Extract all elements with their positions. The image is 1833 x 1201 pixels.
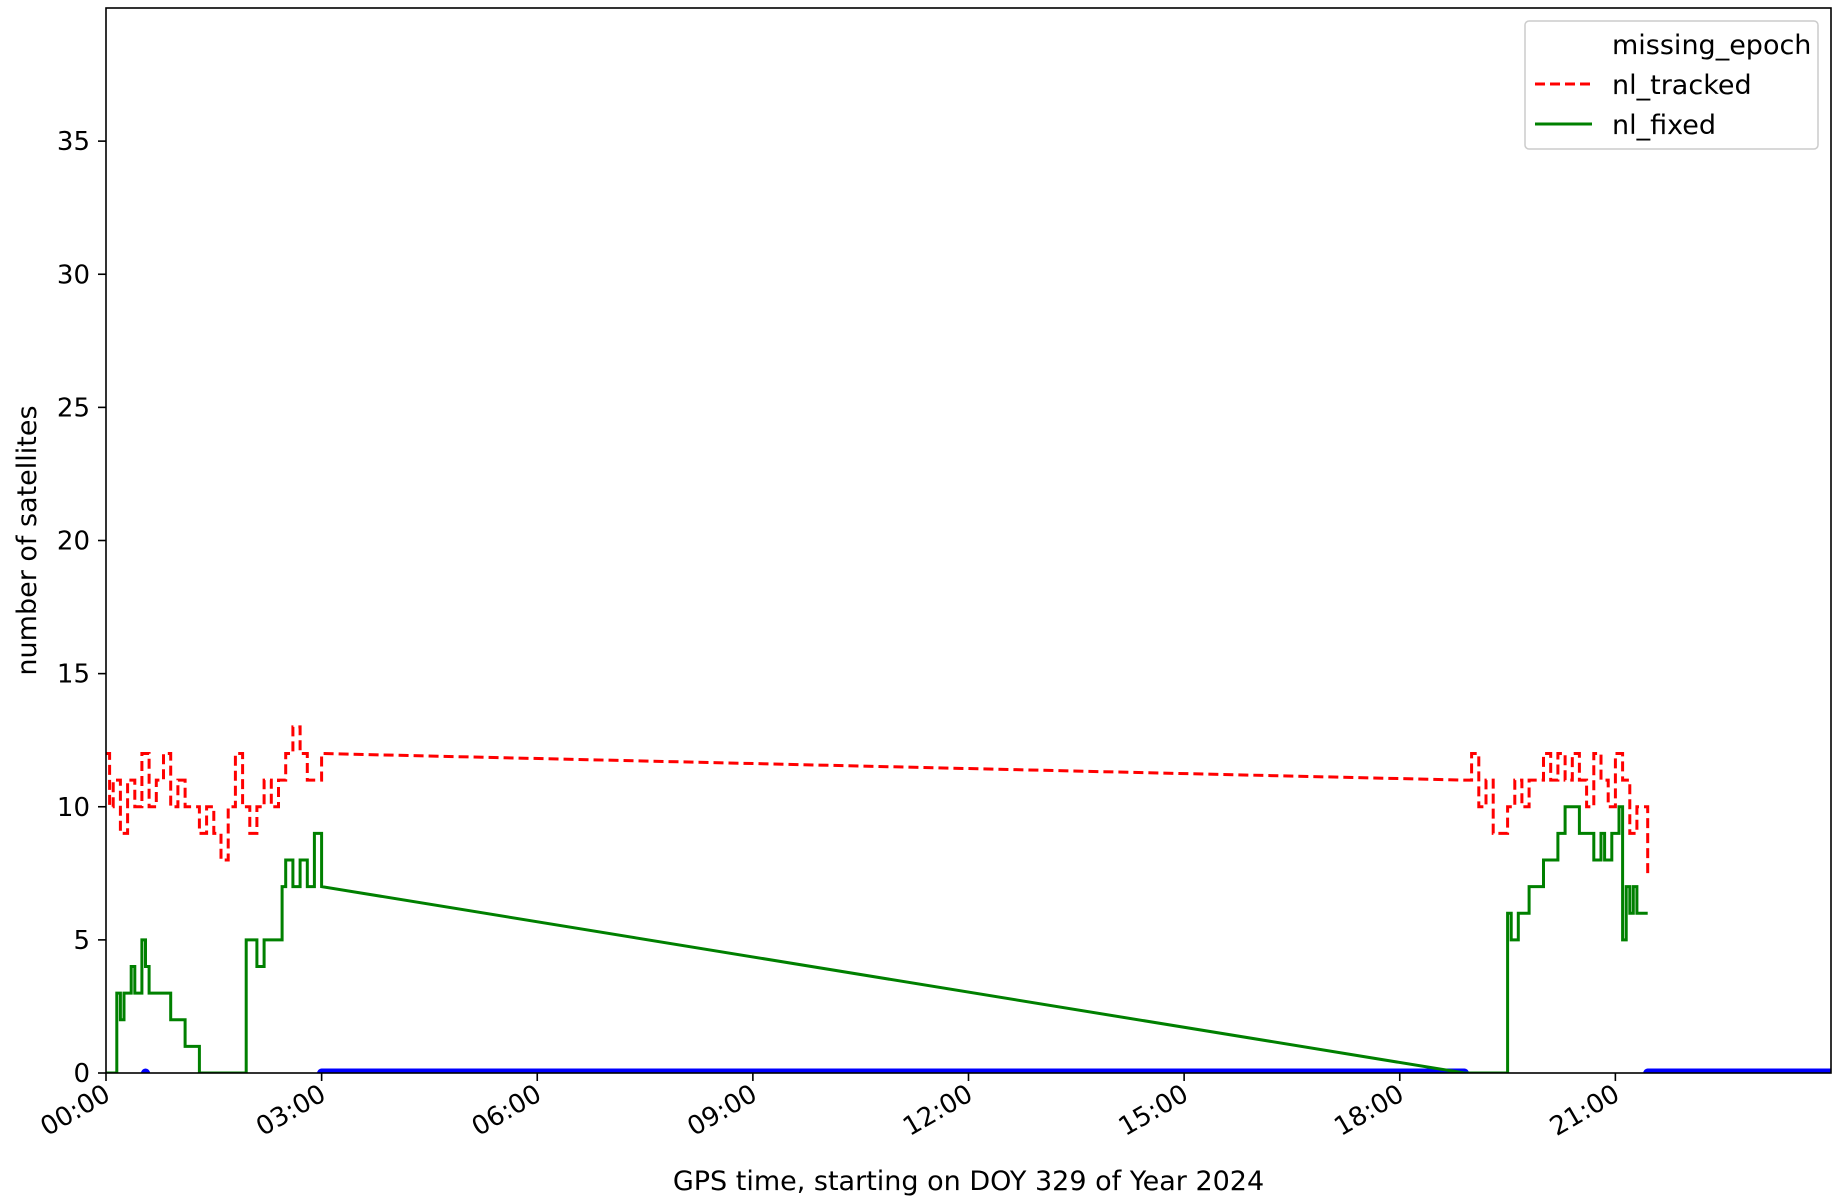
x-axis-label: GPS time, starting on DOY 329 of Year 20… bbox=[673, 1166, 1264, 1197]
legend-entry-label: nl_tracked bbox=[1612, 70, 1752, 101]
y-axis: 0 5 10 15 20 25 30 35 bbox=[57, 127, 106, 1089]
x-tick-label: 18:00 bbox=[1329, 1079, 1409, 1142]
plot-content bbox=[106, 725, 1831, 1073]
y-tick-label: 0 bbox=[73, 1059, 90, 1089]
plot-area bbox=[106, 725, 1831, 1073]
x-tick-label: 06:00 bbox=[467, 1079, 547, 1142]
series-nl-fixed-line bbox=[106, 805, 1648, 1073]
y-tick-label: 35 bbox=[57, 127, 90, 157]
y-tick-label: 10 bbox=[57, 793, 90, 823]
y-tick-label: 25 bbox=[57, 393, 90, 423]
y-axis-label: number of satellites bbox=[12, 405, 43, 675]
x-axis: 00:00 03:00 06:00 09:00 12:00 15:00 18:00 21:00 bbox=[36, 1073, 1625, 1143]
legend: missing_epoch nl_tracked nl_fixed bbox=[1524, 20, 1819, 150]
x-tick-label: 03:00 bbox=[251, 1079, 331, 1142]
missing-epoch-point bbox=[1826, 1068, 1831, 1073]
legend-entry-label: missing_epoch bbox=[1612, 30, 1811, 61]
y-tick-label: 30 bbox=[57, 260, 90, 290]
legend-entry-label: nl_fixed bbox=[1612, 110, 1716, 141]
series-missing-epoch bbox=[141, 1068, 1831, 1073]
plot-frame bbox=[105, 7, 1832, 1074]
y-tick-label: 20 bbox=[57, 527, 90, 557]
y-tick-label: 5 bbox=[73, 926, 90, 956]
series-nl-tracked-line bbox=[106, 725, 1650, 874]
missing-epoch-point bbox=[141, 1068, 151, 1073]
legend-box bbox=[1524, 20, 1819, 150]
x-tick-label: 12:00 bbox=[898, 1079, 978, 1142]
x-tick-label: 15:00 bbox=[1114, 1079, 1194, 1142]
y-tick-label: 15 bbox=[57, 660, 90, 690]
x-tick-label: 09:00 bbox=[682, 1079, 762, 1142]
x-tick-label: 21:00 bbox=[1545, 1079, 1625, 1142]
